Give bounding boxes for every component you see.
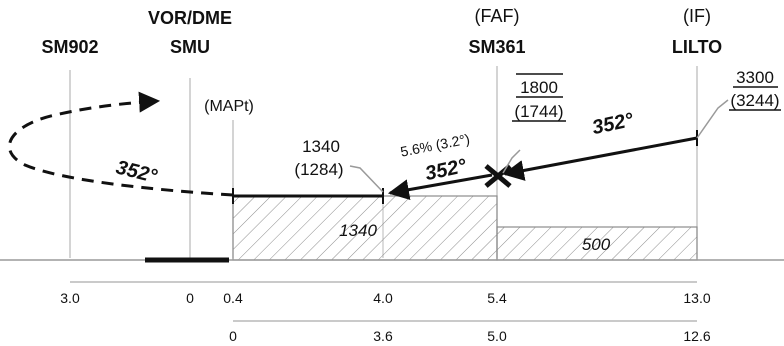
distance-scale-2-faf: 5.0	[487, 328, 507, 344]
fix-label-sm902: SM902	[41, 37, 98, 57]
fix-label-lilto: LILTO	[672, 37, 722, 57]
stepdown-height: (1284)	[294, 160, 343, 179]
fix-label-vor-dme: VOR/DME	[148, 8, 232, 28]
oca-label-intermediate: 500	[582, 235, 611, 254]
fix-label-sm361: SM361	[468, 37, 525, 57]
distance-scale-1-sm902: 3.0	[60, 290, 80, 306]
heading-missed-approach: 352°	[114, 157, 160, 189]
intermediate-path	[502, 136, 698, 181]
heading-intermediate: 352°	[590, 109, 636, 139]
missed-approach-track	[7, 91, 234, 197]
fix-label-smu: SMU	[170, 37, 210, 57]
leader-faf-altitude	[502, 149, 521, 174]
fix-role-faf: (FAF)	[475, 6, 520, 26]
distance-scale-2-stepdown: 3.6	[373, 328, 393, 344]
distance-scale-1-stepdown: 4.0	[373, 290, 393, 306]
fix-role-if: (IF)	[683, 6, 711, 26]
distance-scale-1-mapt: 0.4	[223, 290, 243, 306]
fix-label-mapt: (MAPt)	[204, 98, 254, 115]
if-altitude: 3300	[736, 68, 774, 87]
final-descent-path	[387, 173, 493, 201]
leader-stepdown-altitude	[349, 165, 384, 193]
oca-box-intermediate	[496, 226, 698, 261]
faf-height: (1744)	[514, 102, 563, 121]
distance-scale-2-mapt: 0	[229, 328, 237, 344]
leader-if-altitude	[696, 99, 729, 139]
distance-scale-2-if: 12.6	[683, 328, 710, 344]
faf-altitude: 1800	[520, 78, 558, 97]
if-height: (3244)	[730, 91, 779, 110]
stepdown-altitude: 1340	[302, 137, 340, 156]
distance-scale-1-faf: 5.4	[487, 290, 507, 306]
distance-scale-1-smu: 0	[186, 290, 194, 306]
distance-scale-1-if: 13.0	[683, 290, 710, 306]
oca-label-final: 1340	[339, 221, 377, 240]
